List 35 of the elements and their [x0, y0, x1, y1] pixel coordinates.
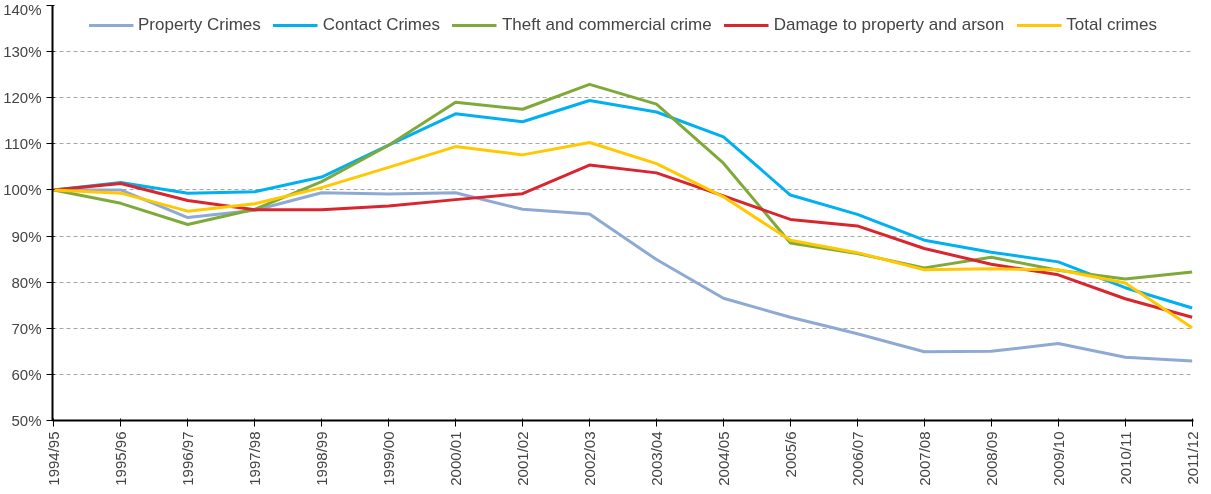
x-tick-label: 2001/02 — [514, 431, 532, 486]
legend-label: Property Crimes — [138, 15, 261, 35]
x-tick-label: 2009/10 — [1049, 431, 1067, 486]
legend-label: Theft and commercial crime — [501, 15, 712, 35]
legend-label: Damage to property and arson — [773, 15, 1005, 35]
x-tick-label: 2006/07 — [848, 431, 866, 486]
x-tick-label: 2004/05 — [714, 431, 732, 486]
x-tick-label: 2011/12 — [1183, 431, 1201, 485]
x-tick-label: 2008/09 — [982, 431, 1000, 486]
x-tick-label: 2003/04 — [647, 431, 665, 486]
x-tick-label: 2002/03 — [581, 431, 599, 486]
y-tick-label: 70% — [11, 319, 42, 337]
y-tick-label: 90% — [11, 227, 42, 245]
y-tick-label: 120% — [3, 89, 42, 107]
y-tick-label: 60% — [11, 365, 42, 383]
y-tick-label: 130% — [3, 43, 42, 61]
x-tick-label: 1997/98 — [246, 431, 264, 486]
y-tick-label: 80% — [11, 273, 42, 291]
legend-label: Contact Crimes — [322, 15, 440, 35]
y-tick-label: 50% — [11, 412, 42, 429]
x-tick-label: 2007/08 — [915, 431, 933, 486]
x-tick-label: 2010/11 — [1116, 431, 1134, 485]
legend-label: Total crimes — [1066, 15, 1157, 35]
x-tick-label: 2005/6 — [781, 431, 799, 478]
y-tick-label: 100% — [3, 181, 42, 199]
x-tick-label: 2000/01 — [447, 431, 465, 486]
line-series — [52, 163, 1194, 319]
x-tick-label: 1998/99 — [313, 431, 331, 486]
y-tick-label: 140% — [3, 0, 42, 18]
y-tick-label: 110% — [4, 135, 42, 153]
line-series — [52, 140, 1194, 330]
x-tick-label: 1996/97 — [179, 431, 197, 486]
x-tick-label: 1995/96 — [112, 431, 130, 486]
x-tick-label: 1994/95 — [45, 431, 63, 486]
x-tick-label: 1999/00 — [380, 431, 398, 486]
